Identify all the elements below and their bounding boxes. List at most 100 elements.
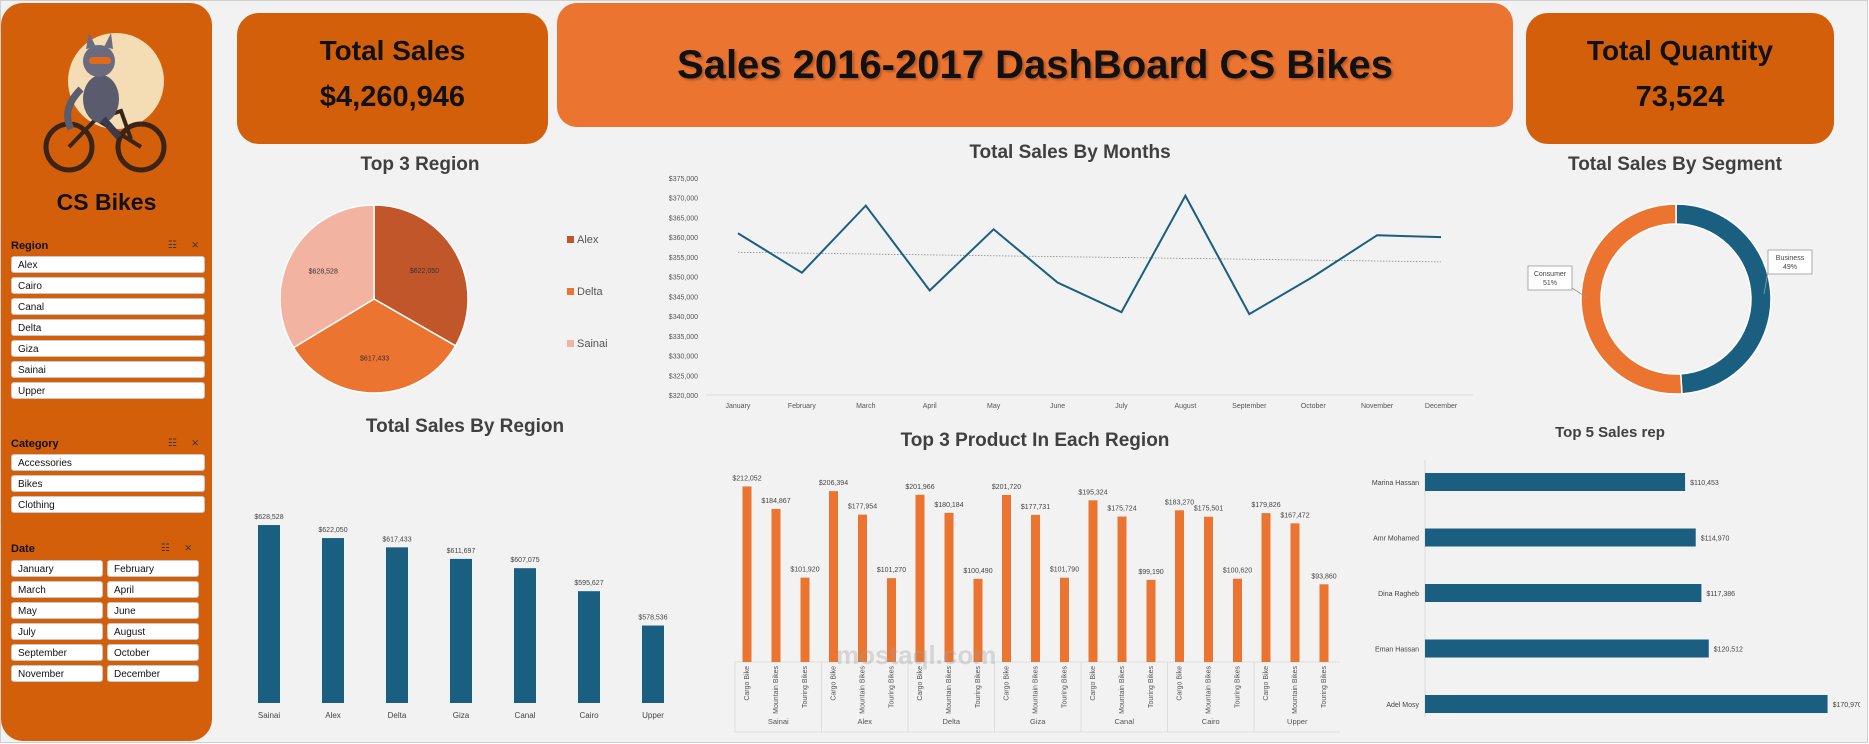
date-slicer-item[interactable]: January	[11, 560, 103, 577]
bar-data-label: $100,490	[963, 568, 992, 575]
x-tick-label: Mountain Bikes	[773, 666, 780, 714]
x-tick-label: Delta	[388, 711, 407, 720]
clear-filter-icon[interactable]: ⨯	[191, 240, 200, 251]
y-tick-label: $350,000	[669, 275, 698, 282]
top3-region-title: Top 3 Region	[360, 154, 480, 175]
bar-data-label: $578,536	[638, 615, 667, 622]
x-tick-label: November	[1361, 403, 1394, 410]
legend-swatch	[567, 340, 574, 347]
bar-data-label: $206,394	[819, 480, 848, 487]
pie-data-label: $628,528	[309, 268, 338, 275]
x-tick-label: Canal	[515, 711, 536, 720]
date-slicer-item[interactable]: February	[107, 560, 199, 577]
region-slicer-item[interactable]: Giza	[11, 340, 205, 357]
bar	[1117, 516, 1127, 662]
date-slicer-item[interactable]: June	[107, 602, 199, 619]
legend-entry: Alex	[577, 234, 599, 246]
bar	[1319, 584, 1329, 662]
multi-select-icon[interactable]: ☷	[168, 240, 177, 251]
category-slicer-item[interactable]: Accessories	[11, 454, 205, 471]
bar-data-label: $622,050	[318, 527, 347, 534]
bar-data-label: $201,966	[905, 484, 934, 491]
x-tick-label: August	[1174, 403, 1196, 410]
bar	[1425, 639, 1709, 658]
date-slicer-item[interactable]: May	[11, 602, 103, 619]
bar-data-label: $212,052	[732, 475, 761, 482]
donut-data-label: 49%	[1783, 264, 1797, 271]
x-tick-label: Cargo Bike	[744, 666, 751, 701]
bar	[578, 591, 600, 703]
bar	[1425, 695, 1828, 713]
date-slicer-item[interactable]: December	[107, 665, 199, 682]
y-tick-label: Dina Ragheb	[1378, 591, 1419, 598]
bar	[742, 486, 752, 662]
group-label: Giza	[1030, 717, 1046, 726]
brand-name: CS Bikes	[56, 189, 157, 215]
x-tick-label: Touring Bikes	[1062, 666, 1069, 709]
date-slicer-item[interactable]: March	[11, 581, 103, 598]
donut-slice	[1580, 203, 1683, 395]
bar-data-label: $184,867	[761, 498, 790, 505]
legend-entry: Sainai	[577, 338, 608, 350]
region-slicer-title: Region	[11, 240, 49, 252]
date-slicer-item[interactable]: August	[107, 623, 199, 640]
category-slicer-item[interactable]: Clothing	[11, 496, 205, 513]
x-tick-label: May	[987, 403, 1001, 410]
date-slicer-item[interactable]: October	[107, 644, 199, 661]
total-quantity-value: 73,524	[1635, 81, 1725, 113]
region-slicer-item[interactable]: Canal	[11, 298, 205, 315]
bar	[1031, 514, 1040, 662]
region-slicer-item[interactable]: Upper	[11, 382, 205, 399]
x-tick-label: October	[1301, 403, 1327, 410]
donut-data-label: Consumer	[1534, 271, 1567, 278]
sales-by-region-chart: $628,528 Sainai $622,050 Alex $617,433 Delta $…	[254, 514, 667, 720]
group-label: Sainai	[768, 717, 789, 726]
clear-filter-icon[interactable]: ⨯	[184, 543, 193, 554]
bar	[800, 577, 810, 662]
bar	[386, 547, 408, 703]
bar-data-label: $175,501	[1194, 506, 1223, 513]
date-slicer-item[interactable]: September	[11, 644, 103, 661]
bar-data-label: $183,270	[1165, 499, 1194, 506]
pie-slice	[280, 204, 375, 349]
bar-data-label: $607,075	[510, 557, 539, 564]
bar	[887, 578, 896, 662]
bar-data-label: $595,627	[574, 580, 603, 587]
total-quantity-card: Total Quantity 73,524	[1526, 13, 1834, 144]
date-slicer-item[interactable]: April	[107, 581, 199, 598]
y-tick-label: $335,000	[669, 334, 698, 341]
region-slicer-item[interactable]: Delta	[11, 319, 205, 336]
bar-data-label: $175,724	[1107, 506, 1136, 513]
bar	[1002, 494, 1011, 662]
top5-sales-rep-chart: $110,453 Marina Hassan $114,970 Amr Mohamed…	[1372, 460, 1860, 717]
bar-data-label: $617,433	[382, 536, 411, 543]
region-slicer-item[interactable]: Sainai	[11, 361, 205, 378]
category-slicer-item[interactable]: Bikes	[11, 475, 205, 492]
y-tick-label: $340,000	[669, 314, 698, 321]
bar	[1060, 577, 1069, 662]
clear-filter-icon[interactable]: ⨯	[191, 438, 200, 449]
bar-data-label: $114,970	[1701, 536, 1730, 543]
bar-data-label: $101,790	[1050, 567, 1079, 574]
y-tick-label: $320,000	[669, 393, 698, 400]
date-slicer-item[interactable]: November	[11, 665, 103, 682]
x-tick-label: Cargo Bike	[1263, 666, 1270, 701]
sales-by-months-title: Total Sales By Months	[969, 142, 1171, 163]
region-slicer-item[interactable]: Cairo	[11, 277, 205, 294]
bar	[858, 514, 867, 662]
pie-slice	[292, 298, 457, 394]
multi-select-icon[interactable]: ☷	[161, 543, 170, 554]
donut-data-label: 51%	[1543, 280, 1557, 287]
group-label: Alex	[857, 717, 872, 726]
multi-select-icon[interactable]: ☷	[168, 438, 177, 449]
region-slicer-item[interactable]: Alex	[11, 256, 205, 273]
x-tick-label: April	[923, 403, 937, 410]
y-tick-label: Marina Hassan	[1372, 480, 1419, 487]
bar-data-label: $120,512	[1714, 647, 1743, 654]
date-slicer-item[interactable]: July	[11, 623, 103, 640]
x-tick-label: Touring Bikes	[1148, 666, 1155, 709]
cat-bike-logo-icon	[43, 33, 167, 173]
y-tick-label: Eman Hassan	[1375, 647, 1419, 654]
top5-sales-rep-title: Top 5 Sales rep	[1555, 424, 1665, 441]
x-tick-label: January	[726, 403, 751, 410]
